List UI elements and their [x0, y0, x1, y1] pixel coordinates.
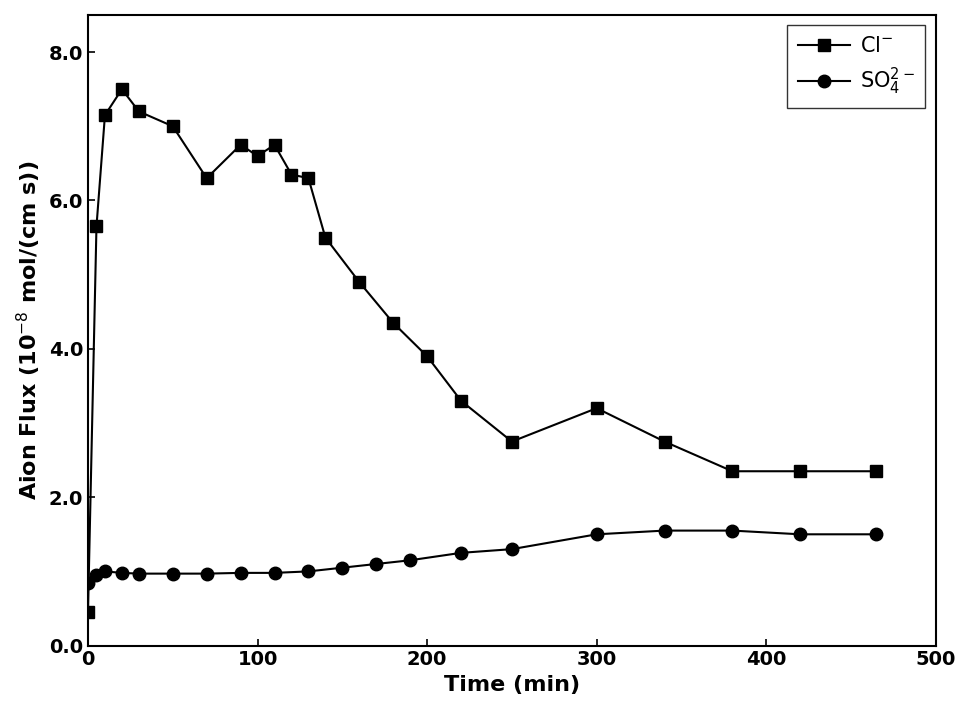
SO$_4^{2-}$ — [303, 567, 315, 576]
SO$_4^{2-}$ — [133, 569, 145, 578]
Cl$^{-}$ — [455, 396, 467, 405]
SO$_4^{2-}$ — [99, 567, 111, 576]
Cl$^{-}$ — [235, 141, 247, 149]
SO$_4^{2-}$ — [871, 530, 883, 539]
SO$_4^{2-}$ — [269, 569, 281, 577]
Cl$^{-}$ — [167, 122, 179, 131]
Line: Cl$^{-}$: Cl$^{-}$ — [83, 84, 882, 618]
Cl$^{-}$ — [269, 141, 281, 149]
SO$_4^{2-}$ — [591, 530, 603, 539]
SO$_4^{2-}$ — [794, 530, 806, 539]
Cl$^{-}$ — [90, 222, 102, 231]
SO$_4^{2-}$ — [167, 569, 179, 578]
Line: SO$_4^{2-}$: SO$_4^{2-}$ — [82, 525, 883, 589]
Cl$^{-}$ — [726, 467, 738, 476]
Cl$^{-}$ — [506, 437, 518, 446]
Cl$^{-}$ — [83, 608, 94, 616]
Cl$^{-}$ — [303, 174, 315, 182]
SO$_4^{2-}$ — [506, 545, 518, 553]
Cl$^{-}$ — [319, 234, 331, 242]
SO$_4^{2-}$ — [117, 569, 128, 577]
Y-axis label: Aion Flux (10$^{-8}$ mol/(cm s)): Aion Flux (10$^{-8}$ mol/(cm s)) — [15, 160, 43, 500]
Cl$^{-}$ — [387, 319, 399, 327]
Cl$^{-}$ — [99, 111, 111, 119]
SO$_4^{2-}$ — [201, 569, 213, 578]
Cl$^{-}$ — [794, 467, 806, 476]
Legend: Cl$^{-}$, SO$_4^{2-}$: Cl$^{-}$, SO$_4^{2-}$ — [787, 26, 925, 108]
SO$_4^{2-}$ — [658, 526, 670, 535]
Cl$^{-}$ — [285, 170, 297, 179]
SO$_4^{2-}$ — [370, 559, 382, 568]
Cl$^{-}$ — [133, 107, 145, 116]
SO$_4^{2-}$ — [90, 571, 102, 579]
SO$_4^{2-}$ — [455, 549, 467, 557]
Cl$^{-}$ — [353, 278, 365, 286]
X-axis label: Time (min): Time (min) — [444, 675, 580, 695]
Cl$^{-}$ — [421, 352, 433, 361]
SO$_4^{2-}$ — [337, 564, 349, 572]
Cl$^{-}$ — [871, 467, 883, 476]
Cl$^{-}$ — [201, 174, 213, 182]
Cl$^{-}$ — [658, 437, 670, 446]
SO$_4^{2-}$ — [83, 578, 94, 586]
Cl$^{-}$ — [117, 85, 128, 94]
SO$_4^{2-}$ — [404, 556, 416, 564]
SO$_4^{2-}$ — [235, 569, 247, 577]
Cl$^{-}$ — [251, 152, 263, 160]
SO$_4^{2-}$ — [726, 526, 738, 535]
Cl$^{-}$ — [591, 404, 603, 413]
